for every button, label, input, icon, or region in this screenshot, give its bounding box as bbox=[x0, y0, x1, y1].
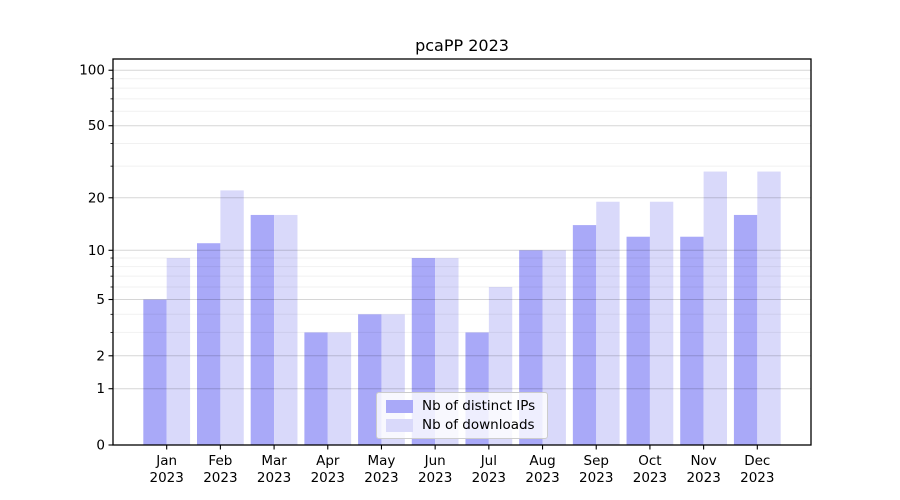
x-tick-label-Nov-2023: Nov 2023 bbox=[686, 453, 720, 486]
bar-downloads-Nov-2023 bbox=[703, 171, 727, 445]
bar-downloads-Feb-2023 bbox=[220, 190, 244, 445]
bar-ips-Jan-2023 bbox=[143, 299, 167, 445]
legend-swatch-0 bbox=[386, 399, 413, 413]
bar-ips-Sep-2023 bbox=[572, 225, 597, 445]
chart-title: pcaPP 2023 bbox=[415, 36, 509, 55]
bar-ips-Nov-2023 bbox=[680, 236, 704, 445]
plot-border bbox=[112, 58, 812, 446]
bar-ips-Feb-2023 bbox=[197, 243, 221, 445]
bar-downloads-Aug-2023 bbox=[542, 250, 566, 445]
x-tick-label-May-2023: May 2023 bbox=[364, 453, 398, 486]
legend-label-0: Nb of distinct IPs bbox=[422, 398, 536, 414]
y-tick-label-20: 20 bbox=[88, 190, 105, 206]
x-tick-label-Oct-2023: Oct 2023 bbox=[633, 453, 667, 486]
x-tick-label-Feb-2023: Feb 2023 bbox=[203, 453, 237, 486]
x-tick-label-Jul-2023: Jul 2023 bbox=[472, 453, 506, 486]
legend: Nb of distinct IPs Nb of downloads bbox=[376, 392, 548, 439]
bar-ips-Mar-2023 bbox=[250, 214, 275, 445]
x-tick-label-Aug-2023: Aug 2023 bbox=[525, 453, 559, 486]
bar-downloads-Jan-2023 bbox=[166, 258, 191, 445]
y-tick-label-100: 100 bbox=[79, 63, 105, 79]
x-tick-label-Jan-2023: Jan 2023 bbox=[150, 453, 184, 486]
x-tick-label-Mar-2023: Mar 2023 bbox=[257, 453, 291, 486]
y-tick-label-50: 50 bbox=[88, 118, 105, 134]
bar-downloads-Apr-2023 bbox=[327, 332, 352, 445]
bar-ips-Oct-2023 bbox=[626, 236, 650, 445]
y-tick-label-10: 10 bbox=[88, 243, 105, 259]
x-tick-label-Sep-2023: Sep 2023 bbox=[579, 453, 613, 486]
legend-row-0: Nb of distinct IPs bbox=[386, 398, 539, 414]
bar-downloads-Dec-2023 bbox=[757, 171, 781, 445]
bar-downloads-Mar-2023 bbox=[274, 214, 298, 445]
y-tick-label-5: 5 bbox=[96, 292, 105, 308]
x-tick-label-Dec-2023: Dec 2023 bbox=[740, 453, 774, 486]
bar-downloads-Oct-2023 bbox=[649, 201, 674, 445]
x-tick-label-Apr-2023: Apr 2023 bbox=[311, 453, 345, 486]
y-tick-label-1: 1 bbox=[96, 381, 105, 397]
y-tick-label-0: 0 bbox=[96, 438, 105, 454]
bar-ips-Apr-2023 bbox=[304, 332, 328, 445]
legend-swatch-1 bbox=[386, 418, 413, 432]
bar-ips-May-2023 bbox=[358, 314, 382, 445]
legend-row-1: Nb of downloads bbox=[386, 417, 539, 433]
bar-ips-Dec-2023 bbox=[733, 214, 758, 445]
bar-downloads-Sep-2023 bbox=[596, 201, 620, 445]
x-tick-label-Jun-2023: Jun 2023 bbox=[418, 453, 452, 486]
legend-label-1: Nb of downloads bbox=[422, 417, 535, 433]
y-tick-label-2: 2 bbox=[96, 348, 105, 364]
